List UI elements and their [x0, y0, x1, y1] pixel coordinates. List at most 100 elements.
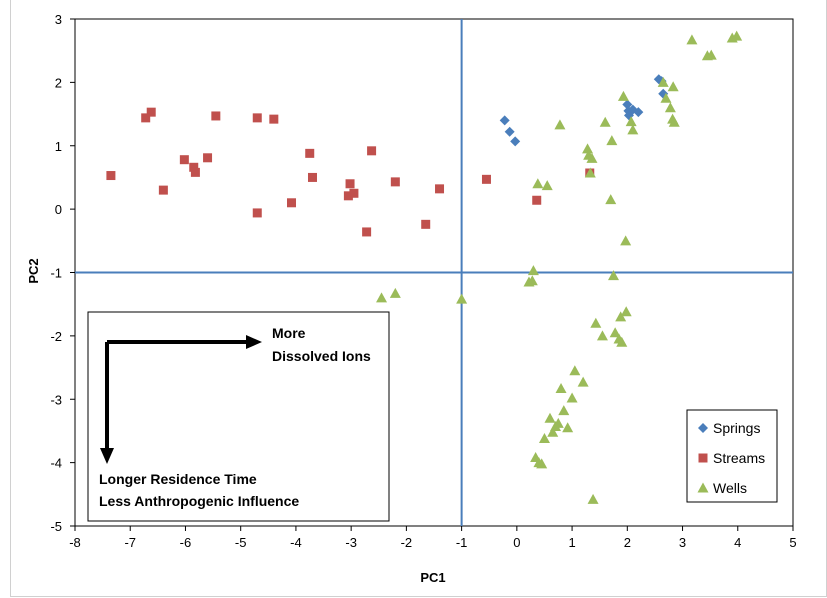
- wells-point: [668, 116, 680, 127]
- wells-point: [590, 317, 602, 328]
- wells-point: [660, 92, 672, 103]
- wells-point: [686, 34, 698, 45]
- springs-point: [622, 99, 633, 110]
- streams-point: [252, 208, 262, 218]
- wells-point: [569, 365, 581, 376]
- y-tick-label: 1: [55, 139, 62, 154]
- series-springs: [499, 74, 669, 147]
- arrow-right-head-icon: [246, 335, 262, 349]
- y-axis-label: PC2: [26, 258, 41, 283]
- wells-point: [617, 90, 629, 101]
- legend-streams-label: Streams: [713, 450, 765, 466]
- annotation-box-border: [87, 311, 390, 522]
- x-tick-label: 5: [789, 535, 796, 550]
- streams-point: [305, 148, 315, 158]
- wells-point: [627, 124, 639, 135]
- wells-point: [544, 412, 556, 423]
- wells-point: [558, 405, 570, 416]
- wells-point: [605, 194, 617, 205]
- x-tick-label: -8: [69, 535, 81, 550]
- streams-point: [421, 219, 431, 229]
- legend-springs-label: Springs: [713, 420, 760, 436]
- x-tick-label: 1: [568, 535, 575, 550]
- wells-point: [526, 275, 538, 286]
- wells-point: [586, 152, 598, 163]
- streams-point: [269, 114, 279, 124]
- legend-wells-marker: [697, 482, 709, 493]
- wells-point: [609, 327, 621, 338]
- springs-point: [510, 136, 521, 147]
- x-tick-label: 2: [624, 535, 631, 550]
- streams-point: [367, 146, 377, 156]
- wells-point: [536, 458, 548, 469]
- wells-point: [615, 311, 627, 322]
- streams-point: [349, 188, 359, 198]
- wells-point: [532, 178, 544, 189]
- x-tick-label: 3: [679, 535, 686, 550]
- x-tick-label: -4: [290, 535, 302, 550]
- y-tick-label: -3: [50, 392, 62, 407]
- streams-point: [307, 172, 317, 182]
- streams-point: [481, 174, 491, 184]
- y-tick-label: 3: [55, 12, 62, 27]
- wells-point: [376, 292, 388, 303]
- legend-springs-marker: [698, 423, 708, 433]
- wells-point: [547, 426, 559, 437]
- x-axis-label: PC1: [420, 570, 445, 585]
- wells-point: [577, 376, 589, 387]
- streams-point: [190, 167, 200, 177]
- x-tick-label: 0: [513, 535, 520, 550]
- streams-point: [203, 153, 213, 163]
- legend: Springs Streams Wells: [686, 409, 778, 503]
- streams-point: [343, 191, 353, 201]
- wells-point: [606, 135, 618, 146]
- streams-point: [435, 184, 445, 194]
- y-tick-label: -2: [50, 329, 62, 344]
- wells-point: [566, 392, 578, 403]
- x-tick-label: -3: [345, 535, 357, 550]
- streams-point: [146, 107, 156, 117]
- annotation-box: More Dissolved Ions Longer Residence Tim…: [87, 311, 390, 522]
- streams-point: [532, 195, 542, 205]
- x-tick-label: -7: [124, 535, 136, 550]
- wells-point: [625, 116, 637, 127]
- springs-point: [504, 126, 515, 137]
- streams-point: [179, 155, 189, 165]
- streams-point: [390, 177, 400, 187]
- x-tick-label: -1: [456, 535, 468, 550]
- wells-point: [596, 330, 608, 341]
- wells-point: [584, 167, 596, 178]
- streams-point: [106, 171, 116, 181]
- streams-point: [362, 227, 372, 237]
- wells-point: [620, 306, 632, 317]
- wells-point: [620, 235, 632, 246]
- wells-point: [587, 493, 599, 504]
- wells-point: [554, 119, 566, 130]
- wells-point: [608, 270, 619, 281]
- springs-point: [633, 107, 644, 118]
- x-tick-label: -2: [401, 535, 413, 550]
- arrow-right-label-line2: Dissolved Ions: [272, 348, 371, 364]
- legend-streams-marker: [698, 453, 708, 463]
- streams-point: [189, 162, 199, 172]
- arrow-down-label-line2: Less Anthropogenic Influence: [99, 493, 299, 509]
- arrow-down-label-line1: Longer Residence Time: [99, 471, 257, 487]
- wells-point: [582, 143, 594, 154]
- wells-point: [731, 30, 743, 41]
- wells-point: [562, 422, 574, 433]
- wells-point: [555, 382, 567, 393]
- wells-point: [527, 265, 539, 276]
- data-points: [106, 30, 743, 504]
- wells-point: [657, 76, 669, 87]
- arrow-right-label-line1: More: [272, 325, 306, 341]
- reference-lines: [75, 19, 793, 526]
- streams-point: [158, 185, 168, 195]
- arrow-down-head-icon: [100, 448, 114, 464]
- wells-point: [552, 417, 564, 428]
- wells-point: [705, 49, 717, 60]
- wells-point: [667, 81, 679, 92]
- x-tick-label: -5: [235, 535, 247, 550]
- wells-point: [664, 102, 676, 113]
- y-tick-label: -4: [50, 456, 62, 471]
